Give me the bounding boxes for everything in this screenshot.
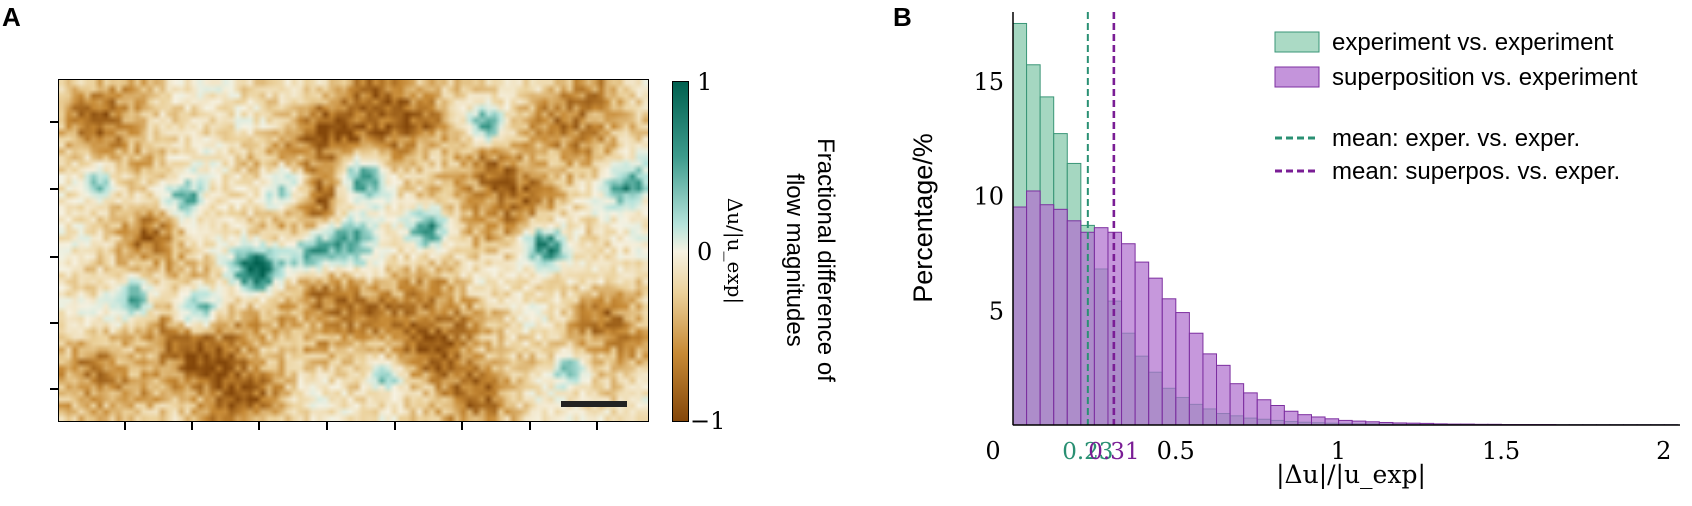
flow-difference-heatmap (58, 79, 649, 422)
panel-b-label: B (893, 2, 912, 32)
hist-bar-superposition (1243, 392, 1258, 426)
hist-bar-superposition (1216, 364, 1231, 426)
hist-bar-superposition (1080, 231, 1095, 426)
heatmap-pixels (59, 80, 648, 421)
heatmap-x-tick (461, 422, 463, 430)
hist-bar-superposition (1297, 414, 1312, 426)
y-tick-label: 5 (989, 297, 1004, 325)
hist-bar-superposition (1039, 204, 1055, 426)
hist-bar-superposition (1283, 410, 1299, 426)
hist-bar-superposition (1229, 383, 1245, 426)
hist-bar-superposition (1093, 227, 1109, 426)
hist-bar-superposition (1066, 220, 1082, 426)
legend-label: experiment vs. experiment (1332, 29, 1614, 56)
hist-bar-superposition (1121, 243, 1136, 426)
x-axis-label: |Δu|/|u_exp| (1276, 460, 1426, 490)
hist-bar-superposition (1026, 190, 1041, 426)
hist-bar-superposition (1175, 312, 1190, 426)
legend-mean-label: mean: superpos. vs. exper. (1332, 158, 1620, 185)
hist-bar-superposition (1107, 231, 1123, 426)
hist-bar-superposition (1202, 353, 1218, 426)
heatmap-y-tick (50, 322, 58, 324)
colorbar-tick-zero: 0 (697, 238, 713, 266)
hist-bar-superposition (1134, 261, 1150, 426)
mean-lines: 0.230.31 (1062, 12, 1139, 465)
x-tick-label: 0 (985, 437, 1000, 465)
heatmap-x-tick (258, 422, 260, 430)
x-tick-label: 1.5 (1482, 437, 1520, 465)
x-tick-label: 0.5 (1157, 437, 1195, 465)
scale-bar (561, 401, 627, 407)
hist-bar-superposition (1053, 208, 1068, 426)
hist-bar-superposition (1256, 399, 1272, 426)
legend-swatch (1274, 31, 1320, 53)
legend-swatch (1274, 66, 1320, 88)
x-tick-label: 1 (1331, 437, 1346, 465)
legend-label: superposition vs. experiment (1332, 64, 1638, 91)
hist-bar-superposition (1161, 298, 1177, 426)
hist-bar-superposition (1324, 418, 1340, 426)
heatmap-x-tick (191, 422, 193, 430)
heatmap-y-tick (50, 388, 58, 390)
heatmap-x-tick (394, 422, 396, 430)
heatmap-x-tick (529, 422, 531, 430)
hist-bar-superposition (1310, 416, 1326, 426)
hist-bar-superposition (1012, 206, 1028, 426)
colorbar (672, 81, 689, 422)
y-tick-label: 10 (973, 183, 1004, 211)
legend-mean-label: mean: exper. vs. exper. (1332, 125, 1580, 152)
colorbar-tick-min: −1 (690, 407, 726, 435)
mean-value-label: 0.31 (1088, 439, 1139, 465)
heatmap-y-tick (50, 121, 58, 123)
heatmap-y-tick (50, 188, 58, 190)
hist-bar-superposition (1188, 332, 1204, 426)
heatmap-y-tick (50, 256, 58, 258)
histogram-axes: 0.5 1 1.5 2 0 5 10 15 |Δu|/|u_exp| Percentage/% (908, 12, 1680, 490)
colorbar-tick-max: 1 (697, 68, 713, 96)
x-tick-label: 2 (1656, 437, 1671, 465)
y-tick-label: 15 (973, 68, 1004, 96)
y-axis-label: Percentage/% (908, 133, 938, 303)
hist-bar-superposition (1270, 404, 1285, 426)
heatmap-x-tick (596, 422, 598, 430)
legend: experiment vs. experiment superposition v… (1274, 29, 1638, 185)
heatmap-x-tick (124, 422, 126, 430)
hist-bar-superposition (1148, 277, 1163, 426)
panel-a-label: A (2, 2, 21, 32)
heatmap-x-tick (326, 422, 328, 430)
series-superposition-bars (1012, 190, 1679, 426)
mean-value-label: 0.23 (1062, 439, 1113, 465)
